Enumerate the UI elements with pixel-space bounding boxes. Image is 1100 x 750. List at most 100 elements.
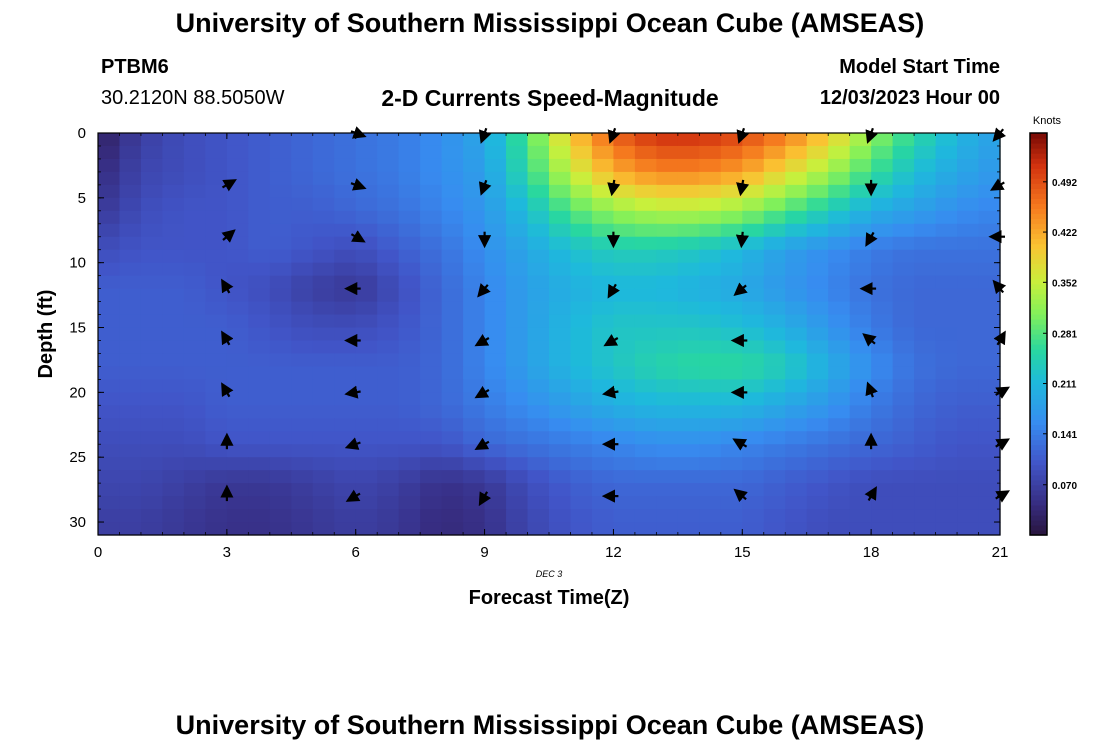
heatmap-cell [463, 366, 486, 380]
heatmap-cell [871, 223, 894, 238]
heatmap-cell [613, 340, 636, 355]
heatmap-cell [591, 457, 615, 471]
heatmap-cell [914, 444, 937, 458]
heatmap-cell [742, 133, 765, 147]
heatmap-cell [763, 496, 786, 510]
heatmap-cell [441, 210, 464, 225]
heatmap-cell [634, 133, 657, 147]
heatmap-cell [248, 379, 271, 393]
heatmap-cell [355, 314, 378, 329]
heatmap-cell [656, 418, 679, 432]
heatmap-cell [441, 470, 464, 484]
colorbar-segment [1030, 504, 1047, 511]
colorbar-segment [1030, 293, 1047, 300]
heatmap-cell [613, 210, 636, 225]
heatmap-cell [549, 405, 572, 419]
heatmap-cell [441, 275, 464, 290]
colorbar-segment [1030, 133, 1047, 139]
heatmap-cell [935, 379, 958, 393]
heatmap-cell [140, 457, 164, 471]
colorbar-segment [1030, 479, 1047, 486]
heatmap-cell [355, 275, 378, 290]
heatmap-cell [892, 223, 915, 238]
heatmap-cell [849, 275, 872, 290]
heatmap-cell [742, 210, 765, 225]
heatmap-cell [377, 418, 400, 432]
heatmap-cell [806, 145, 829, 160]
heatmap-cell [570, 145, 593, 160]
heatmap-cell [312, 379, 335, 393]
heatmap-cell [978, 392, 1001, 406]
heatmap-cell [978, 379, 1001, 393]
heatmap-cell [226, 522, 249, 536]
heatmap-cell [334, 236, 357, 251]
heatmap-cell [226, 133, 249, 147]
heatmap-cell [248, 418, 271, 432]
heatmap-cell [506, 288, 529, 303]
heatmap-cell [785, 366, 808, 380]
heatmap-cell [828, 288, 851, 303]
heatmap-cell [162, 145, 185, 160]
heatmap-cell [591, 236, 615, 251]
heatmap-cell [656, 353, 679, 368]
heatmap-cell [806, 509, 829, 523]
y-axis-label: Depth (ft) [35, 290, 57, 379]
heatmap-cell [806, 444, 829, 458]
heatmap-cell [463, 210, 486, 225]
heatmap-cell [806, 379, 829, 393]
heatmap-cell [377, 262, 400, 277]
heatmap-cell [377, 249, 400, 264]
heatmap-cell [656, 197, 679, 212]
heatmap-cell [892, 301, 915, 316]
colorbar-segment [1030, 429, 1047, 436]
heatmap-cell [248, 158, 271, 173]
heatmap-cell [98, 249, 121, 264]
heatmap-cell [119, 223, 142, 238]
heatmap-cell [549, 457, 572, 471]
heatmap-cell [248, 470, 271, 484]
heatmap-cell [98, 327, 121, 342]
heatmap-cell [484, 431, 507, 445]
heatmap-cell [935, 366, 958, 380]
current-vector [221, 330, 234, 346]
heatmap-cell [849, 171, 872, 186]
heatmap-cell [312, 275, 335, 290]
heatmap-cell [914, 470, 937, 484]
heatmap-cell [849, 431, 872, 445]
heatmap-cell [162, 444, 185, 458]
heatmap-cell [269, 457, 292, 471]
heatmap-cell [527, 158, 550, 173]
colorbar-segment [1030, 389, 1047, 395]
colorbar-segment [1030, 233, 1047, 240]
heatmap-cell [613, 158, 636, 173]
heatmap-cell [162, 509, 185, 523]
heatmap-cell [484, 392, 507, 406]
heatmap-cell [463, 262, 486, 277]
heatmap-cell [720, 457, 743, 471]
heatmap-cell [763, 522, 786, 536]
heatmap-cell [978, 418, 1001, 432]
heatmap-cell [570, 366, 593, 380]
heatmap-cell [699, 509, 722, 523]
current-vector [474, 437, 490, 450]
colorbar-segment [1030, 253, 1047, 260]
heatmap-cell [506, 210, 529, 225]
heatmap-cell [205, 457, 228, 471]
heatmap-cell [226, 275, 249, 290]
heatmap-cell [591, 145, 615, 160]
heatmap-cell [763, 197, 786, 212]
heatmap-cell [484, 133, 507, 147]
heatmap-cell [957, 288, 980, 303]
heatmap-cell [742, 483, 765, 497]
heatmap-cell [527, 275, 550, 290]
heatmap-cell [849, 133, 872, 147]
heatmap-cell [634, 301, 657, 316]
heatmap-cell [763, 431, 786, 445]
heatmap-cell [806, 223, 829, 238]
heatmap-cell [291, 314, 314, 329]
heatmap-cell [892, 171, 915, 186]
heatmap-cell [506, 223, 529, 238]
y-tick-label: 10 [69, 255, 86, 272]
heatmap-cell [183, 470, 206, 484]
current-vector [344, 385, 361, 399]
